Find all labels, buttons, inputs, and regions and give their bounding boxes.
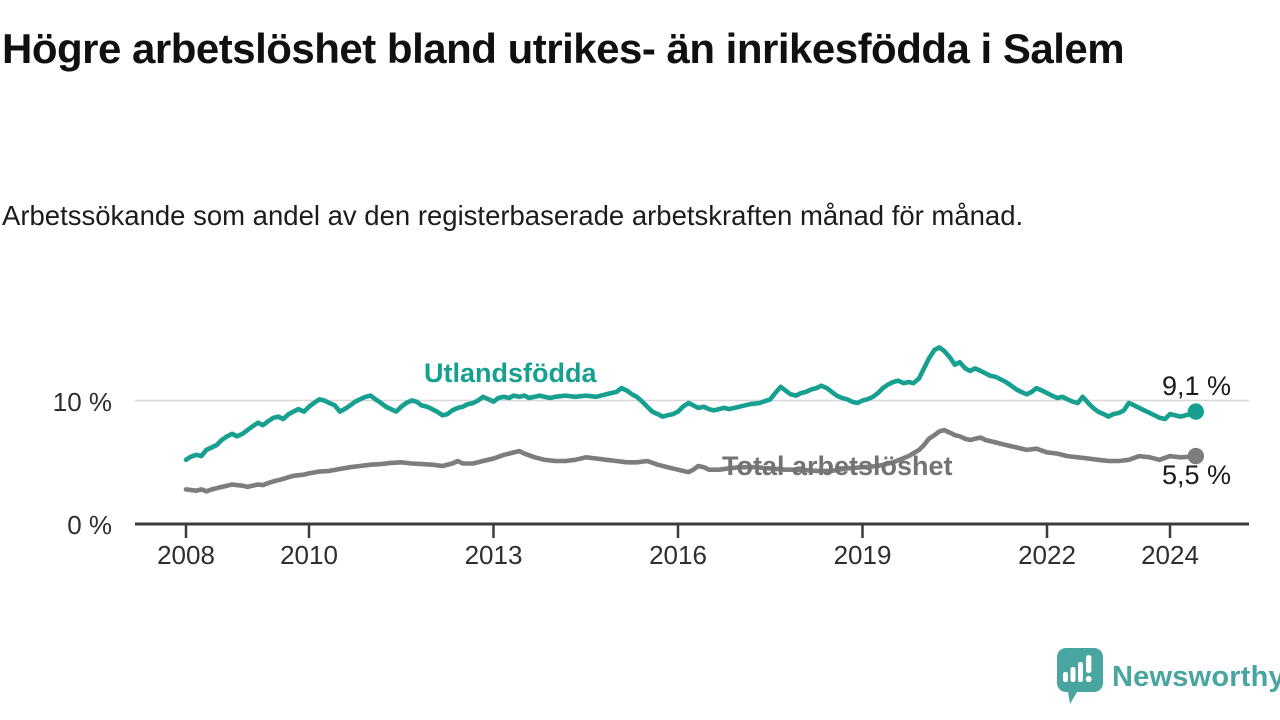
x-axis-tick-label-2019: 2019 bbox=[833, 540, 892, 570]
x-axis-tick-label-2024: 2024 bbox=[1141, 540, 1199, 570]
chart-title: Högre arbetslöshet bland utrikes- än inr… bbox=[2, 25, 1125, 72]
x-axis-tick-label-2013: 2013 bbox=[464, 540, 523, 570]
line-utlandsfodda bbox=[183, 345, 1199, 463]
end-value-label-total-arbetsloshet: 5,5 % bbox=[1162, 460, 1232, 490]
x-axis-tick-label-2010: 2010 bbox=[280, 540, 338, 570]
x-axis-tick-label-2022: 2022 bbox=[1018, 540, 1076, 570]
line-total-arbetsloshet bbox=[183, 427, 1199, 494]
end-dot-total-arbetsloshet bbox=[1187, 447, 1205, 465]
y-axis-tick-label-0: 0 % bbox=[67, 510, 112, 540]
x-axis-tick-label-2008: 2008 bbox=[157, 540, 215, 570]
end-dot-utlandsfodda bbox=[1187, 403, 1205, 420]
newsworthy-brand: Newsworthy bbox=[1053, 646, 1280, 708]
newsworthy-logo-icon bbox=[1057, 648, 1103, 704]
end-value-label-utlandsfodda: 9,1 % bbox=[1162, 371, 1232, 401]
series-label-utlandsfodda: Utlandsfödda bbox=[424, 358, 597, 388]
y-axis-tick-label-10: 10 % bbox=[52, 387, 112, 417]
series-label-total-arbetsloshet: Total arbetslöshet bbox=[722, 451, 953, 481]
x-axis-tick-label-2016: 2016 bbox=[649, 540, 707, 570]
newsworthy-wordmark: Newsworthy bbox=[1112, 661, 1280, 693]
chart-subtitle: Arbetssökande som andel av den registerb… bbox=[2, 200, 1024, 231]
